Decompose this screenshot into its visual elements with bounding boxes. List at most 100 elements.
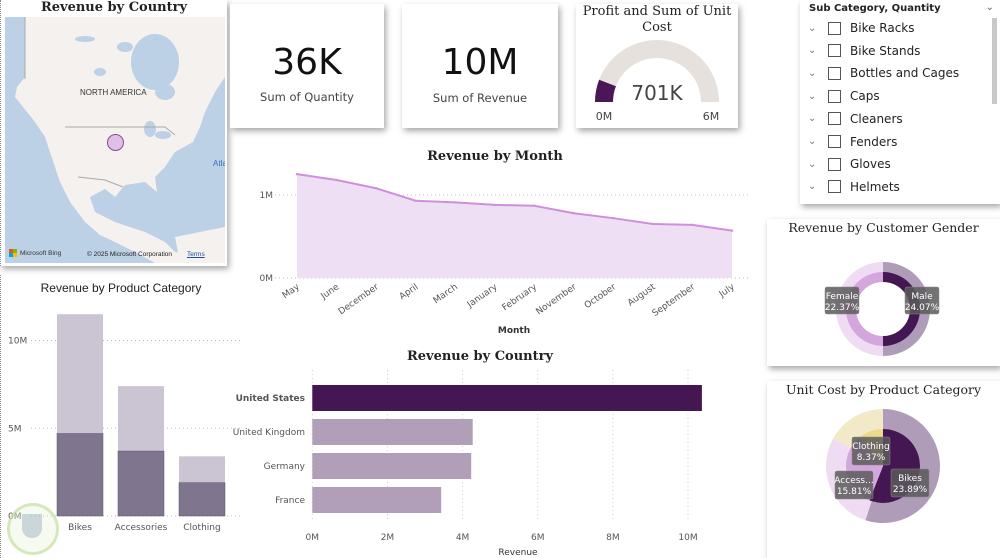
bar-inner[interactable] <box>56 433 104 517</box>
slicer-item-label: Cleaners <box>850 111 903 126</box>
data-point[interactable] <box>533 204 536 207</box>
y-tick-label: 1M <box>260 191 274 201</box>
bar[interactable] <box>312 419 473 445</box>
slicer-item[interactable]: ⌄ Fenders <box>808 132 897 152</box>
y-tick-label: Germany <box>264 462 306 472</box>
checkbox[interactable] <box>828 135 841 148</box>
data-point[interactable] <box>414 199 417 202</box>
expand-chevron-icon[interactable]: ⌄ <box>808 136 817 147</box>
expand-chevron-icon[interactable]: ⌄ <box>808 113 817 125</box>
slicer-item[interactable]: ⌄ Helmets <box>808 177 900 197</box>
x-tick-label: 6M <box>531 533 545 543</box>
slicer-item[interactable]: ⌄ Cleaners <box>808 109 903 129</box>
revenue-by-gender-visual: Revenue by Customer Gender Female 22.37% M… <box>767 219 1000 366</box>
slicer-item[interactable]: ⌄ Bike Racks <box>808 18 915 38</box>
gauge-title-line1: Profit and Sum of Unit <box>582 4 732 19</box>
gauge-chart[interactable]: 701K 0M 6M <box>576 4 738 128</box>
data-point[interactable] <box>572 212 576 215</box>
slicer-scrollbar[interactable] <box>992 18 997 104</box>
unit-cost-by-category-visual: Unit Cost by Product Category Clothing 8.… <box>767 381 1000 558</box>
data-point[interactable] <box>691 223 694 227</box>
expand-chevron-icon[interactable]: ⌄ <box>808 67 817 79</box>
gauge-card: Profit and Sum of Unit Cost 701K 0M 6M <box>576 4 738 128</box>
expand-chevron-icon[interactable]: ⌄ <box>808 181 817 193</box>
revenue-by-country-chart[interactable]: 0M 2M 4M 6M 8M 10M United States United Kingdom… <box>230 340 730 558</box>
bar[interactable] <box>312 487 442 513</box>
data-point[interactable] <box>295 172 299 176</box>
kpi-card-revenue: 10M Sum of Revenue <box>402 4 558 128</box>
data-point[interactable] <box>374 187 378 190</box>
slice-outer-female[interactable] <box>835 262 883 356</box>
map-ocean-label: Atla <box>213 159 225 168</box>
gauge-max-label: 6M <box>703 110 720 123</box>
expand-chevron-icon[interactable]: ⌄ <box>808 158 817 170</box>
map-visual[interactable]: Revenue by Country NORTH AMERICA Atla <box>0 0 227 266</box>
data-point[interactable] <box>493 203 496 207</box>
slice-outer-male[interactable] <box>883 262 931 356</box>
slicer-dropdown-chevron-icon[interactable]: ⌄ <box>985 2 994 13</box>
checkbox[interactable] <box>828 21 841 35</box>
checkbox[interactable] <box>828 180 841 194</box>
data-label-category: Clothing <box>852 442 889 452</box>
expand-chevron-icon[interactable]: ⌄ <box>808 22 817 34</box>
checkbox[interactable] <box>828 157 841 171</box>
slicer-item-label: Helmets <box>850 179 900 194</box>
map-region-label: NORTH AMERICA <box>80 88 147 97</box>
slice-outer-accessories[interactable] <box>826 438 872 521</box>
gauge-title: Profit and Sum of Unit Cost <box>576 4 738 36</box>
slicer-item[interactable]: ⌄ Bike Stands <box>808 41 920 61</box>
gauge-fill[interactable] <box>595 79 616 102</box>
slicer-item[interactable]: ⌄ Gloves <box>808 154 891 174</box>
data-point[interactable] <box>335 178 338 182</box>
slicer-item[interactable]: ⌄ Bottles and Cages <box>808 63 959 83</box>
bar[interactable] <box>312 453 472 479</box>
data-point[interactable] <box>651 222 655 226</box>
data-point[interactable] <box>453 201 457 204</box>
data-label-percent: 23.89% <box>893 485 928 495</box>
bar[interactable] <box>312 385 702 411</box>
slice-outer-clothing[interactable] <box>833 409 883 449</box>
x-tick-label: March <box>432 282 460 306</box>
chart-title: Unit Cost by Product Category <box>785 382 982 397</box>
map-terms-link[interactable]: Terms <box>187 251 205 258</box>
bing-label: Microsoft Bing <box>20 249 62 257</box>
gauge-value: 701K <box>631 81 683 105</box>
country-bubble-united-states[interactable] <box>107 134 124 151</box>
x-axis-title: Revenue <box>498 548 538 558</box>
checkbox[interactable] <box>828 66 841 80</box>
expand-chevron-icon[interactable]: ⌄ <box>808 90 817 102</box>
gauge-title-line2: Cost <box>642 20 672 35</box>
data-label-box <box>890 468 930 498</box>
bar-inner[interactable] <box>117 450 165 517</box>
checkbox[interactable] <box>828 89 841 103</box>
bar-inner[interactable] <box>178 482 226 517</box>
slicer-item-label: Gloves <box>850 157 891 172</box>
data-point[interactable] <box>612 216 615 220</box>
x-tick-label: December <box>337 282 381 317</box>
checkbox[interactable] <box>828 112 841 126</box>
expand-chevron-icon[interactable]: ⌄ <box>808 45 817 57</box>
x-axis-title: Month <box>498 326 530 336</box>
data-label-box <box>834 470 874 500</box>
x-tick-label: 10M <box>678 533 697 543</box>
slicer-item-label: Bike Racks <box>850 21 915 35</box>
x-tick-label: 2M <box>381 533 395 543</box>
checkbox[interactable] <box>828 44 841 58</box>
slicer-item[interactable]: ⌄ Caps <box>808 86 880 106</box>
chart-title: Revenue by Country <box>406 349 554 364</box>
y-tick-label: United States <box>236 394 305 404</box>
data-point[interactable] <box>730 229 734 232</box>
chart-title: Revenue by Customer Gender <box>788 220 979 235</box>
series-line[interactable] <box>296 173 733 232</box>
y-tick-label: 5M <box>8 424 22 434</box>
kpi-value: 10M <box>441 42 519 83</box>
map-canvas[interactable]: NORTH AMERICA Atla Microsoft Bing © 2025… <box>5 17 225 263</box>
data-label-box <box>851 436 891 466</box>
x-tick-label: June <box>319 282 342 302</box>
gauge-track <box>595 40 719 102</box>
watermark-logo <box>7 503 59 555</box>
